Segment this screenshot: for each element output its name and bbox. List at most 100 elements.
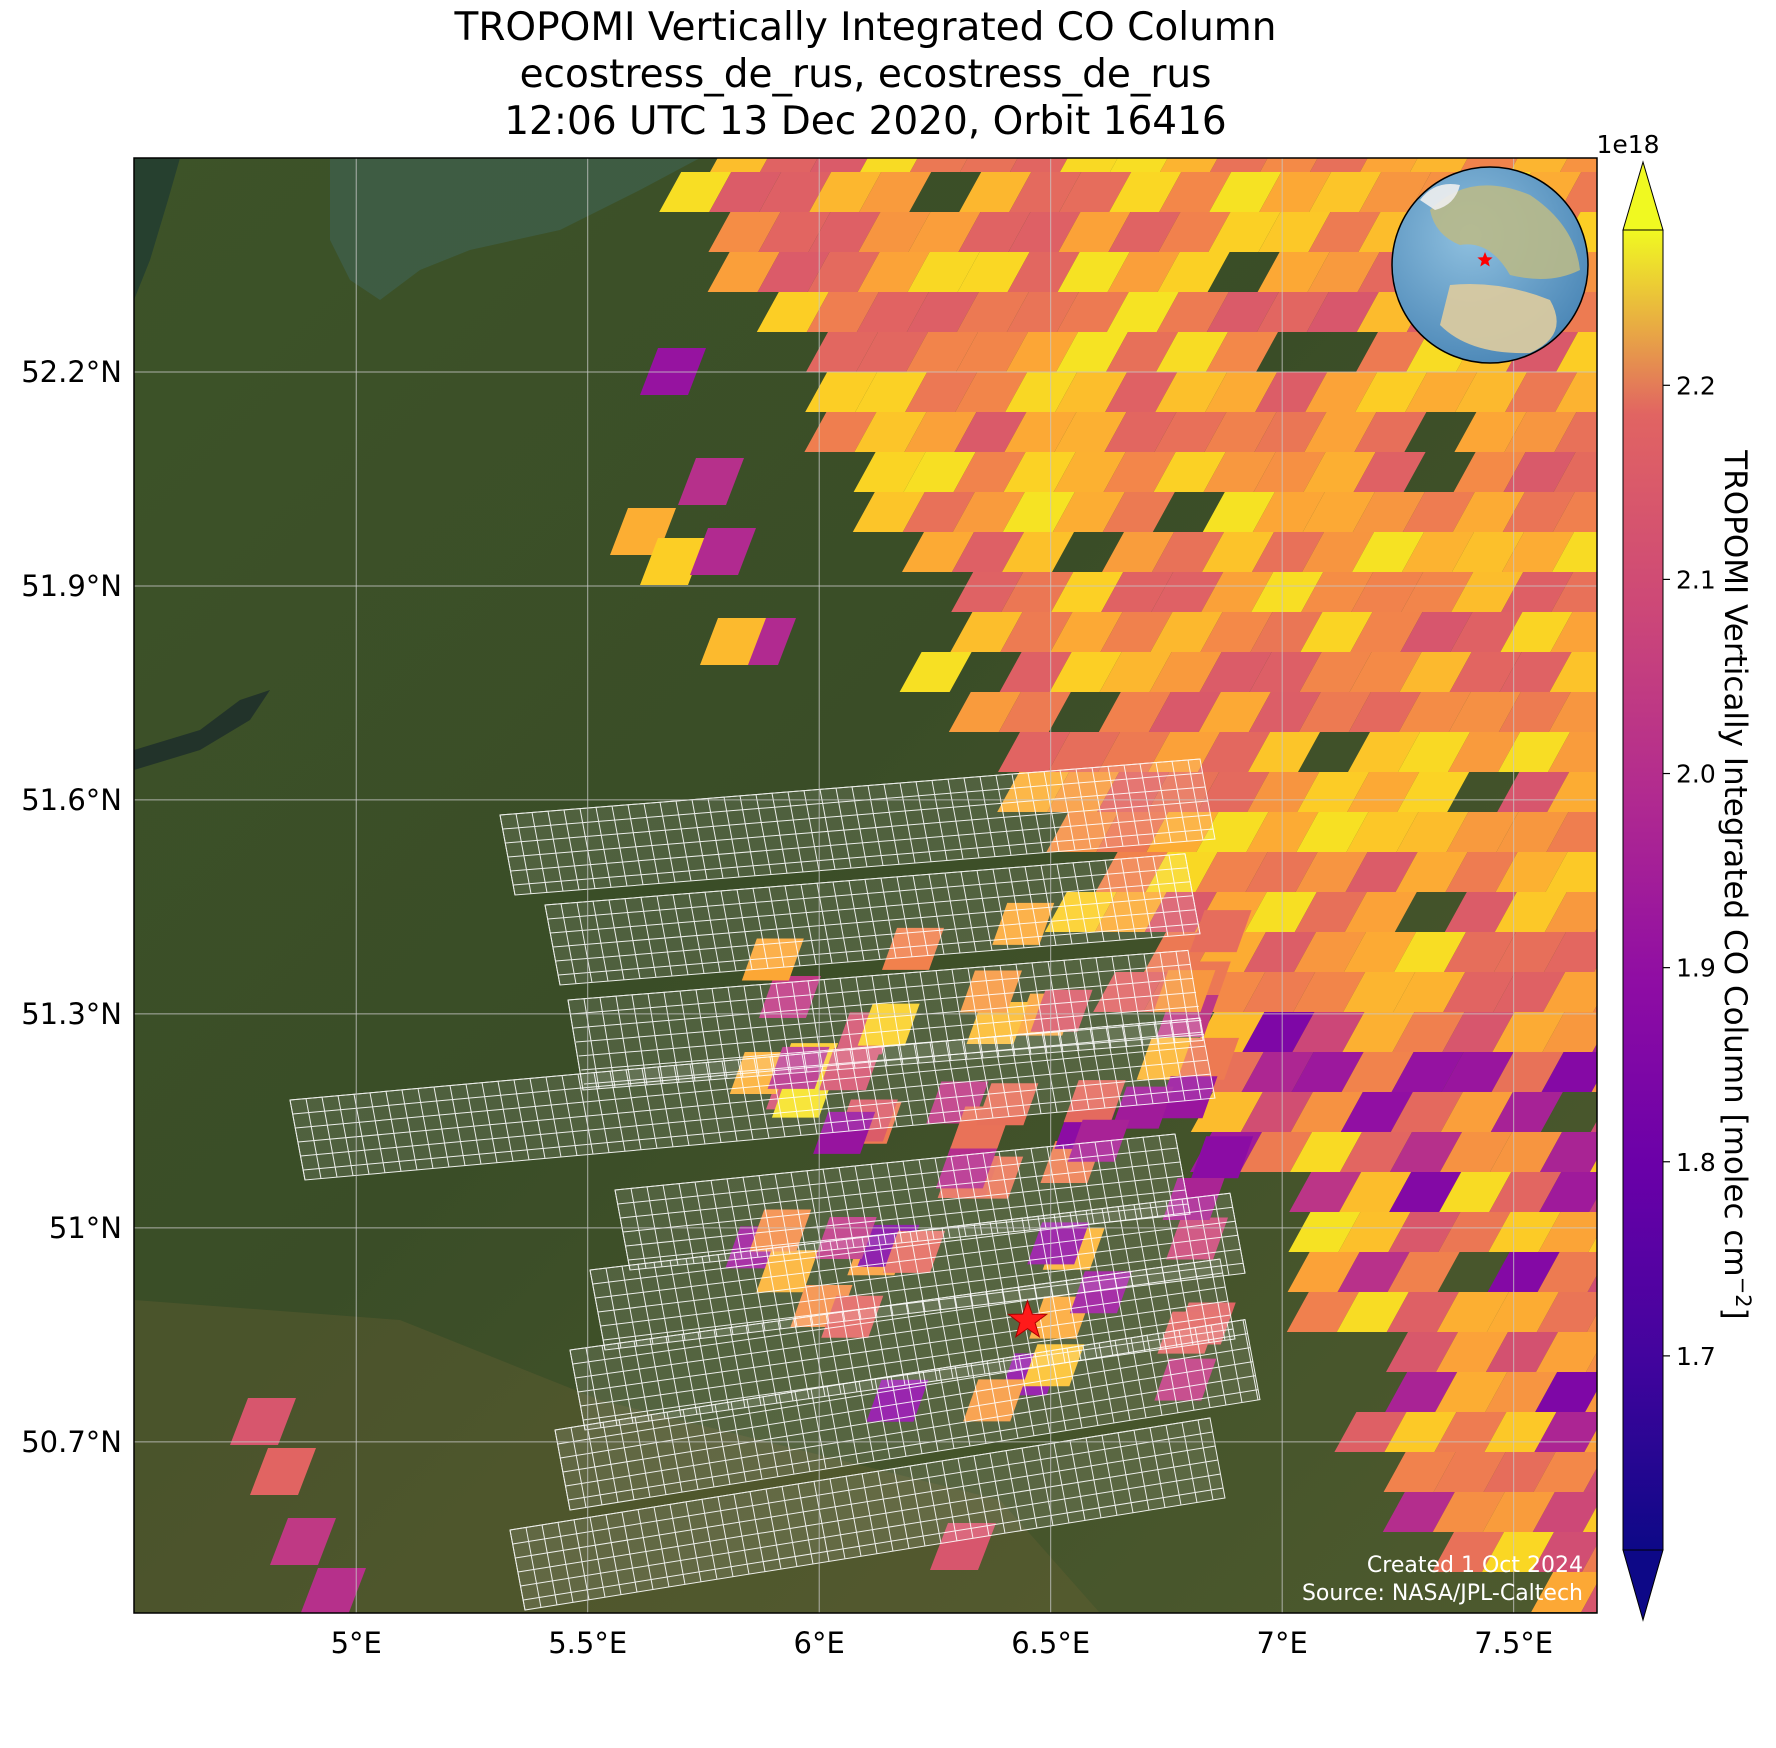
- red-star-icon: [1007, 1299, 1049, 1339]
- longitude-axis: 5°E 5.5°E 6°E 6.5°E 7°E 7.5°E: [331, 1626, 1554, 1660]
- co-pixel: [1491, 1052, 1564, 1092]
- co-pixel: [1348, 692, 1421, 732]
- co-pixel: [856, 332, 928, 372]
- co-pixel: [1531, 1572, 1597, 1612]
- co-pixel: [1001, 572, 1074, 612]
- co-pixel: [1298, 692, 1371, 732]
- ecostress-scene: [554, 1319, 1261, 1511]
- co-pixel: [1304, 412, 1377, 452]
- co-pixel: [756, 292, 829, 332]
- co-pixel: [1454, 412, 1527, 452]
- co-pixel: [1162, 1177, 1225, 1220]
- co-pixel: [1401, 572, 1474, 612]
- co-pixel: [1501, 572, 1574, 612]
- co-pixel: [1535, 1372, 1597, 1412]
- colorbar-ticks: 1.7 1.8 1.9 2.0 2.1 2.2: [1663, 371, 1716, 1371]
- colorbar-ramp: [1623, 230, 1663, 1550]
- co-pixel: [1056, 332, 1128, 372]
- co-pixel: [1195, 852, 1268, 892]
- co-pixel: [1205, 372, 1278, 412]
- co-pixel: [1496, 812, 1569, 852]
- co-pixel: [1202, 492, 1275, 532]
- co-pixel: [1584, 1429, 1597, 1452]
- co-pixel: [1589, 1197, 1597, 1212]
- co-pixel: [1296, 812, 1369, 852]
- co-pixel: [1250, 612, 1323, 652]
- co-pixel: [1455, 372, 1528, 412]
- co-pixel: [1102, 492, 1175, 532]
- co-pixel: [1538, 1212, 1597, 1252]
- co-pixel: [760, 158, 818, 172]
- co-pixel: [1386, 1292, 1459, 1332]
- co-pixel: [1059, 172, 1132, 212]
- credit-source: Source: NASA/JPL-Caltech: [1302, 1581, 1583, 1606]
- co-pixel: [1398, 732, 1470, 772]
- co-pixel: [1055, 372, 1128, 412]
- ecostress-scene: [509, 1417, 1226, 1611]
- co-pixel: [1591, 1082, 1597, 1092]
- co-pixel: [854, 412, 927, 452]
- co-pixel: [1203, 452, 1276, 492]
- co-pixel: [1289, 1172, 1362, 1212]
- co-pixel: [866, 1379, 929, 1422]
- co-pixel: [899, 652, 972, 692]
- co-pixel: [1297, 772, 1370, 812]
- co-pixel: [757, 252, 830, 292]
- colorbar-label: TROPOMI Vertically Integrated CO Column …: [1717, 449, 1755, 1319]
- co-pixel: [1445, 852, 1518, 892]
- figure-subtitle-time: 12:06 UTC 13 Dec 2020, Orbit 16416: [504, 99, 1227, 144]
- co-pixel: [902, 532, 974, 572]
- co-pixel: [1396, 812, 1469, 852]
- co-pixel: [1390, 1092, 1463, 1132]
- co-pixel: [1448, 732, 1520, 772]
- lat-tick-label: 50.7°N: [21, 1425, 122, 1459]
- co-pixel: [948, 692, 1021, 732]
- map-frame: [133, 157, 1598, 1614]
- co-pixel: [804, 412, 877, 452]
- co-pixel: [806, 292, 879, 332]
- co-pixel: [1302, 532, 1374, 572]
- co-pixel: [1537, 1252, 1597, 1292]
- co-pixel: [1154, 412, 1227, 452]
- co-pixel: [853, 452, 926, 492]
- co-pixel: [1498, 732, 1570, 772]
- lon-tick-label: 6.5°E: [1011, 1626, 1090, 1660]
- co-pixel: [1002, 492, 1075, 532]
- co-pixel: [1349, 652, 1422, 692]
- co-pixel: [954, 412, 1027, 452]
- co-pixel: [1067, 1119, 1130, 1162]
- co-pixel: [959, 172, 1032, 212]
- co-pixel: [1292, 1012, 1365, 1052]
- co-pixel: [1581, 1583, 1597, 1612]
- co-pixel: [1548, 692, 1597, 732]
- co-pixel: [998, 692, 1071, 732]
- colorbar-tick-label: 1.8: [1676, 1148, 1716, 1177]
- co-pixel: [700, 618, 766, 665]
- colorbar-extend-max: [1622, 160, 1664, 231]
- ecostress-scene: [567, 949, 1204, 1091]
- co-pixel: [1309, 172, 1382, 212]
- co-pixel: [1402, 532, 1474, 572]
- co-pixel: [1204, 412, 1277, 452]
- ecostress-scene: [544, 853, 1201, 986]
- co-pixel: [1490, 1132, 1562, 1172]
- co-pixel: [1587, 1274, 1597, 1292]
- co-pixel: [951, 572, 1024, 612]
- co-pixel: [1149, 652, 1222, 692]
- colorbar-extend-min: [1622, 1549, 1664, 1622]
- co-pixel: [1104, 412, 1177, 452]
- co-pixel: [857, 252, 930, 292]
- co-pixel: [808, 212, 881, 252]
- co-pixel: [1451, 572, 1524, 612]
- co-pixel: [1485, 1372, 1558, 1412]
- co-pixel: [1051, 572, 1124, 612]
- co-pixel: [1152, 532, 1224, 572]
- co-pixel: [1005, 372, 1078, 412]
- co-pixel: [1504, 412, 1577, 452]
- co-pixel: [1351, 572, 1424, 612]
- co-pixel: [1556, 332, 1597, 372]
- co-pixel: [1547, 772, 1597, 812]
- co-pixel: [1536, 1292, 1597, 1332]
- co-pixel: [1554, 412, 1597, 452]
- co-pixel: [1200, 612, 1273, 652]
